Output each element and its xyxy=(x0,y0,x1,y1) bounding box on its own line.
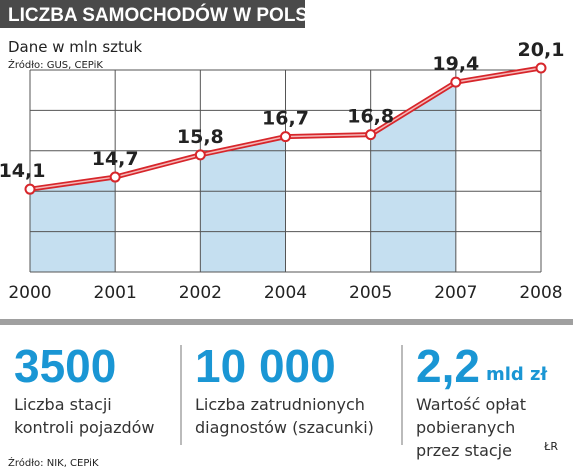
point xyxy=(194,149,206,161)
point xyxy=(24,183,36,195)
area-segment xyxy=(370,82,456,273)
x-tick-label: 2001 xyxy=(94,283,137,303)
stat-label: Liczba zatrudnionych xyxy=(195,395,365,414)
point xyxy=(109,171,121,183)
stat-label: kontroli pojazdów xyxy=(14,418,155,437)
stat-value: 10 000 xyxy=(195,340,336,392)
x-tick-label: 2008 xyxy=(519,283,562,303)
x-tick-label: 2004 xyxy=(264,283,307,303)
stat-label: Liczba stacji xyxy=(14,395,112,414)
author: ŁR xyxy=(543,440,558,453)
stat-unit: mld zł xyxy=(486,364,549,385)
point xyxy=(365,129,377,141)
value-label: 16,7 xyxy=(262,108,309,130)
title-bar xyxy=(0,0,305,28)
area-segment xyxy=(30,177,116,272)
area-segment xyxy=(200,136,286,272)
separator xyxy=(0,319,573,325)
value-label: 15,8 xyxy=(177,126,224,148)
stat-label: diagnostów (szacunki) xyxy=(195,418,374,437)
value-label: 19,4 xyxy=(432,53,479,75)
source: Źródło: GUS, CEPiK xyxy=(8,58,103,71)
stat-value: 2,2 xyxy=(416,340,480,392)
value-label: 20,1 xyxy=(518,39,565,61)
point xyxy=(280,131,291,143)
x-tick-label: 2000 xyxy=(8,283,51,303)
point xyxy=(450,76,462,88)
x-tick-label: 2007 xyxy=(434,283,477,303)
stat-label: Wartość opłat xyxy=(416,395,526,414)
value-label: 16,8 xyxy=(347,106,394,128)
chart-title: LICZBA SAMOCHODÓW W POLSCE xyxy=(8,4,335,26)
x-tick-label: 2002 xyxy=(179,283,222,303)
value-label: 14,7 xyxy=(92,148,139,170)
point xyxy=(535,62,547,74)
stat-label: pobieranych xyxy=(416,418,515,437)
stat-value: 3500 xyxy=(14,340,116,392)
stat-label: przez stacje xyxy=(416,441,512,460)
footer-source: Źródło: NIK, CEPiK xyxy=(8,456,99,469)
x-tick-label: 2005 xyxy=(349,283,392,303)
subtitle: Dane w mln sztuk xyxy=(8,38,142,56)
value-label: 14,1 xyxy=(0,160,45,182)
